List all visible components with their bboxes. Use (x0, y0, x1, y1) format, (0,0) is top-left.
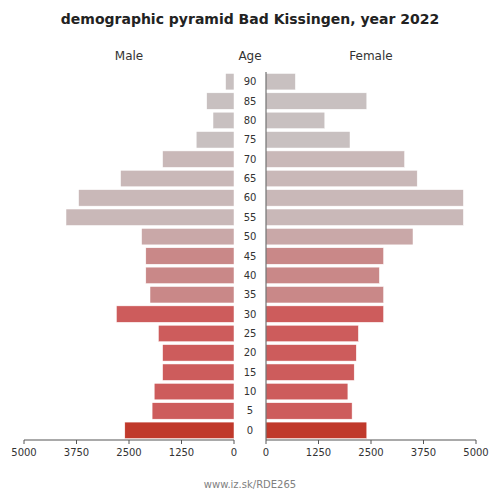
footer: www.iz.sk/RDE265 (204, 479, 296, 490)
y-tick-label: 40 (244, 270, 257, 281)
y-tick-label: 10 (244, 386, 257, 397)
bar (266, 93, 367, 109)
y-tick-label: 65 (244, 173, 257, 184)
x-tick (234, 440, 235, 444)
y-tick-label: 80 (244, 115, 257, 126)
bar (207, 93, 234, 109)
x-tick (318, 440, 319, 444)
x-tick-label: 0 (263, 447, 269, 458)
y-axis-line (266, 72, 267, 440)
bar (79, 190, 234, 206)
bar (266, 383, 348, 399)
x-tick-label: 2500 (116, 447, 141, 458)
bar (121, 170, 234, 186)
y-tick-label: 90 (244, 76, 257, 87)
bar (266, 151, 405, 167)
y-tick-label: 35 (244, 289, 257, 300)
y-tick-label: 70 (244, 154, 257, 165)
y-tick-label: 30 (244, 309, 257, 320)
bar (125, 422, 234, 438)
bar (196, 132, 234, 148)
bar (142, 228, 234, 244)
y-tick-label: 5 (247, 405, 253, 416)
bar (266, 364, 354, 380)
bar (152, 403, 234, 419)
x-tick (181, 440, 182, 444)
y-tick-label: 75 (244, 134, 257, 145)
x-tick-label: 1250 (169, 447, 194, 458)
y-tick-label: 20 (244, 347, 257, 358)
x-tick (476, 440, 477, 444)
y-tick-label: 85 (244, 96, 257, 107)
bar (163, 364, 234, 380)
bar (163, 345, 234, 361)
bar (266, 403, 352, 419)
bar (266, 228, 413, 244)
x-tick (76, 440, 77, 444)
bar (66, 209, 234, 225)
x-tick-label: 2500 (358, 447, 383, 458)
series-header: Female (349, 49, 392, 63)
x-tick-label: 1250 (306, 447, 331, 458)
x-tick-label: 0 (231, 447, 237, 458)
bar (150, 287, 234, 303)
y-tick-label: 55 (244, 212, 257, 223)
bar (266, 132, 350, 148)
bar (266, 422, 367, 438)
y-tick-label: 50 (244, 231, 257, 242)
bar (226, 73, 234, 89)
bar (146, 267, 234, 283)
bar (116, 306, 234, 322)
bar (266, 267, 379, 283)
x-tick (266, 440, 267, 444)
x-tick (129, 440, 130, 444)
series-header: Male (115, 49, 143, 63)
bar (154, 383, 234, 399)
bar (213, 112, 234, 128)
bar (266, 73, 295, 89)
chart: demographic pyramid Bad Kissingen, year … (0, 0, 500, 500)
bar (266, 112, 325, 128)
x-tick-label: 5000 (11, 447, 36, 458)
bars (266, 73, 463, 438)
y-tick-label: 25 (244, 328, 257, 339)
bar (266, 190, 463, 206)
bar (266, 209, 463, 225)
bar (266, 248, 384, 264)
y-tick-label: 60 (244, 192, 257, 203)
bar (266, 287, 384, 303)
y-tick-label: 15 (244, 367, 257, 378)
bar (266, 345, 356, 361)
bars (66, 73, 234, 438)
bar (266, 325, 358, 341)
bar (163, 151, 234, 167)
y-tick-label: 0 (247, 425, 253, 436)
bar (158, 325, 234, 341)
x-tick (24, 440, 25, 444)
bar (266, 306, 384, 322)
x-tick-label: 3750 (64, 447, 89, 458)
bar (146, 248, 234, 264)
x-tick (423, 440, 424, 444)
axis-label: Age (238, 49, 261, 63)
x-tick-label: 5000 (463, 447, 488, 458)
bar (266, 170, 417, 186)
x-tick-label: 3750 (411, 447, 436, 458)
y-tick-label: 45 (244, 251, 257, 262)
x-tick (371, 440, 372, 444)
title: demographic pyramid Bad Kissingen, year … (61, 11, 439, 27)
